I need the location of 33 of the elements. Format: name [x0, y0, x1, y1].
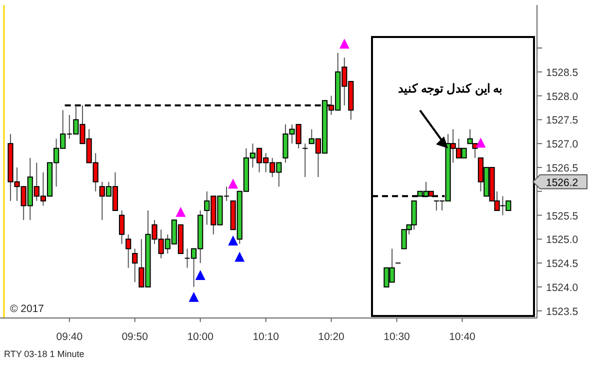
x-tick-label: 10:10 [252, 331, 280, 343]
point [188, 292, 199, 302]
x-tick-label: 10:40 [449, 331, 476, 343]
candlestick [118, 210, 125, 244]
x-tick-label: 10:00 [187, 331, 214, 343]
point [228, 236, 238, 246]
point [234, 252, 245, 262]
annotation: © 2017 [10, 303, 44, 315]
text: 1526.2 [546, 176, 578, 189]
annotation: به این کندل توجه کنید [398, 81, 502, 96]
y-tick-label: 1524.0 [546, 282, 578, 294]
candlestick [132, 248, 138, 283]
y-tick-label: 1527.5 [546, 114, 578, 127]
y-tick-label: 1527.0 [546, 138, 578, 151]
y-tick-label: 1525.0 [546, 234, 578, 246]
point [339, 38, 350, 49]
point [228, 178, 238, 189]
text: RTY 03-18 1 Minute [4, 349, 84, 359]
y-tick-label: 1528.5 [546, 66, 578, 79]
point [476, 138, 486, 148]
y-tick-label: 1523.5 [546, 306, 578, 318]
x-tick-label: 10:20 [318, 331, 345, 343]
y-tick-label: 1525.5 [546, 210, 578, 222]
x-tick-label: 10:30 [384, 331, 410, 343]
y-tick-label: 1526.5 [546, 162, 578, 174]
point [195, 270, 206, 280]
y-tick-label: 1528.0 [546, 90, 578, 103]
point [176, 206, 186, 217]
x-tick-label: 09:50 [122, 331, 148, 343]
candlestick [302, 143, 308, 178]
y-tick-label: 1524.5 [546, 258, 578, 270]
x-tick-label: 09:40 [56, 331, 83, 343]
candlestick [126, 234, 132, 268]
